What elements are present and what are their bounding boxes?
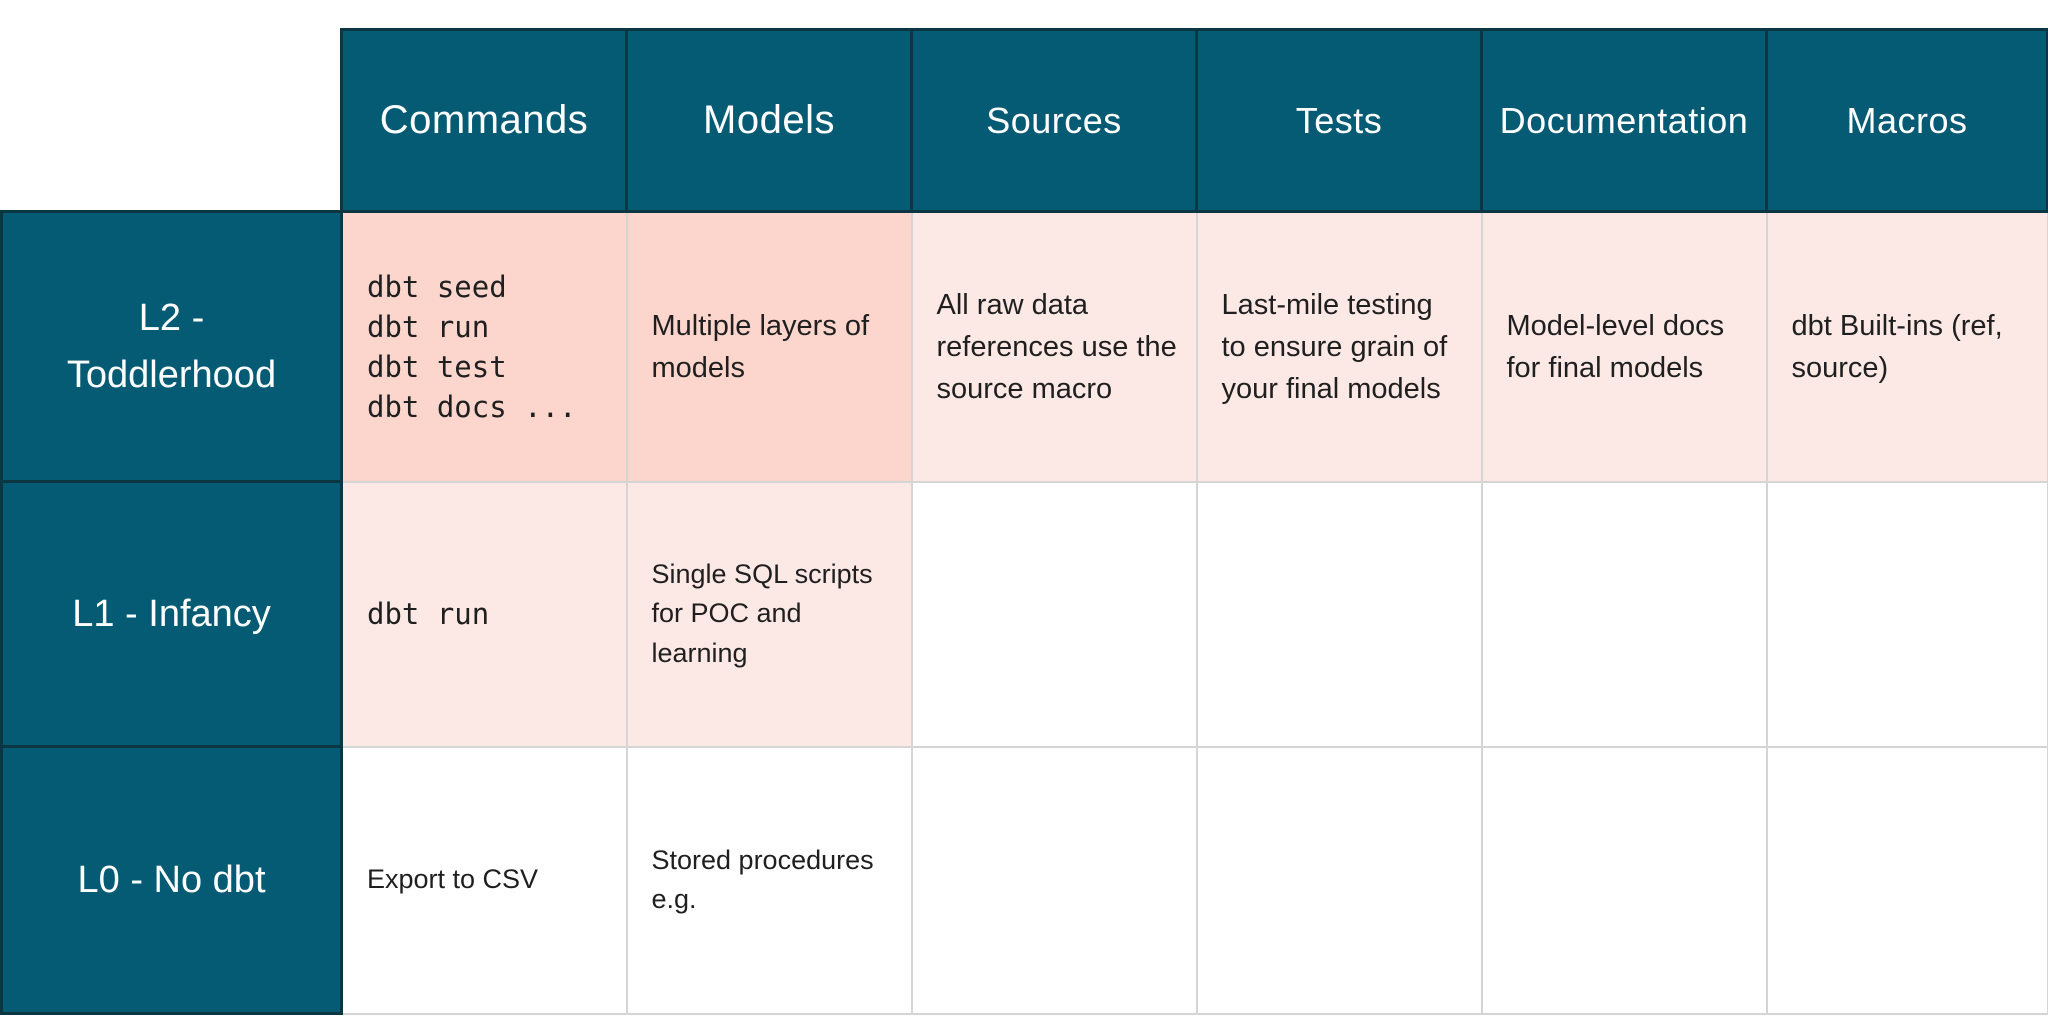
dbt-maturity-table: Commands Models Sources Tests Documentat… bbox=[0, 28, 2048, 1015]
table-row-l1: L1 - Infancy dbt run Single SQL scripts … bbox=[0, 480, 2048, 748]
command-line: dbt seed bbox=[367, 269, 507, 304]
column-header-tests: Tests bbox=[1195, 28, 1483, 213]
cell-l1-documentation bbox=[1480, 480, 1768, 748]
corner-spacer bbox=[1, 29, 342, 212]
cell-l2-commands: dbt seed dbt run dbt test dbt docs ... bbox=[340, 210, 628, 483]
cell-l2-tests: Last-mile testing to ensure grain of you… bbox=[1195, 210, 1483, 483]
cell-l1-sources bbox=[910, 480, 1198, 748]
table-row-l0: L0 - No dbt Export to CSV Stored procedu… bbox=[0, 745, 2048, 1015]
cell-l1-macros bbox=[1765, 480, 2048, 748]
row-header-line: Toddlerhood bbox=[66, 353, 277, 396]
cell-l0-tests bbox=[1195, 745, 1483, 1015]
column-header-commands: Commands bbox=[340, 28, 628, 213]
column-header-sources: Sources bbox=[910, 28, 1198, 213]
row-header-line: L0 - No dbt bbox=[77, 858, 266, 901]
column-header-documentation: Documentation bbox=[1480, 28, 1768, 213]
command-line: dbt test bbox=[367, 349, 507, 384]
column-header-models: Models bbox=[625, 28, 913, 213]
cell-l2-macros: dbt Built-ins (ref, source) bbox=[1765, 210, 2048, 483]
command-line: dbt run bbox=[367, 596, 490, 631]
row-header-l2-toddlerhood: L2 - Toddlerhood bbox=[0, 210, 343, 483]
row-header-line: L2 - bbox=[138, 296, 205, 339]
cell-l1-models: Single SQL scripts for POC and learning bbox=[625, 480, 913, 748]
cell-l2-documentation: Model-level docs for final models bbox=[1480, 210, 1768, 483]
command-line: dbt run bbox=[367, 309, 490, 344]
cell-l1-commands: dbt run bbox=[340, 480, 628, 748]
cell-l0-macros bbox=[1765, 745, 2048, 1015]
cell-l1-tests bbox=[1195, 480, 1483, 748]
cell-l2-models: Multiple layers of models bbox=[625, 210, 913, 483]
table-header-row: Commands Models Sources Tests Documentat… bbox=[1, 28, 2048, 213]
row-header-l1-infancy: L1 - Infancy bbox=[0, 480, 343, 748]
cell-l0-sources bbox=[910, 745, 1198, 1015]
cell-l0-documentation bbox=[1480, 745, 1768, 1015]
table-row-l2: L2 - Toddlerhood dbt seed dbt run dbt te… bbox=[0, 210, 2048, 483]
cell-l0-commands: Export to CSV bbox=[340, 745, 628, 1015]
column-header-macros: Macros bbox=[1765, 28, 2048, 213]
cell-l0-models: Stored procedures e.g. bbox=[625, 745, 913, 1015]
command-line: dbt docs ... bbox=[367, 389, 577, 424]
cell-l2-sources: All raw data references use the source m… bbox=[910, 210, 1198, 483]
row-header-line: L1 - Infancy bbox=[72, 592, 271, 635]
row-header-l0-no-dbt: L0 - No dbt bbox=[0, 745, 343, 1015]
